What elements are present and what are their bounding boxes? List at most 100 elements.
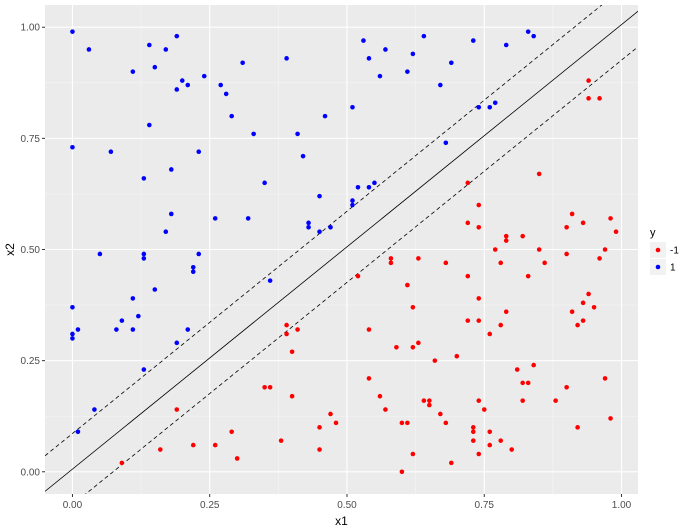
point-class-neg1 (580, 300, 586, 306)
point-class-neg1 (525, 380, 531, 386)
point-class-1 (70, 304, 75, 310)
point-class-neg1 (465, 273, 471, 279)
point-class-1 (218, 82, 224, 88)
x-tick-label: 0.50 (337, 500, 357, 511)
point-class-neg1 (267, 385, 273, 390)
point-class-neg1 (190, 442, 196, 448)
point-class-1 (92, 407, 97, 412)
point-class-neg1 (284, 331, 289, 337)
point-class-neg1 (586, 78, 591, 83)
point-class-neg1 (564, 251, 569, 257)
point-class-1 (355, 184, 361, 190)
point-class-1 (108, 149, 114, 154)
legend-key-dot (655, 247, 661, 253)
point-class-1 (70, 331, 75, 337)
point-class-1 (130, 327, 136, 332)
point-class-1 (97, 251, 103, 257)
point-class-neg1 (394, 345, 399, 350)
point-class-neg1 (531, 362, 536, 368)
legend: y -1 1 (650, 227, 679, 275)
point-class-neg1 (575, 425, 580, 430)
point-class-1 (366, 56, 372, 61)
point-class-neg1 (174, 407, 180, 412)
point-class-neg1 (410, 304, 416, 310)
point-class-1 (350, 202, 355, 208)
point-class-1 (328, 224, 333, 230)
point-class-neg1 (503, 238, 509, 243)
point-class-neg1 (470, 425, 476, 430)
point-class-neg1 (465, 220, 471, 226)
point-class-1 (70, 144, 75, 150)
legend-label: 1 (670, 263, 676, 274)
point-class-neg1 (580, 220, 586, 226)
point-class-1 (141, 367, 147, 372)
point-class-1 (185, 82, 191, 88)
point-class-neg1 (520, 380, 525, 386)
point-class-neg1 (525, 273, 531, 279)
point-class-neg1 (405, 282, 410, 288)
point-class-1 (410, 51, 416, 57)
point-class-1 (75, 327, 81, 332)
point-class-1 (487, 104, 493, 110)
point-class-neg1 (399, 420, 405, 426)
point-class-neg1 (234, 456, 240, 461)
point-class-neg1 (476, 224, 482, 230)
point-class-neg1 (317, 425, 322, 430)
point-class-1 (70, 336, 75, 341)
point-class-neg1 (383, 407, 388, 412)
point-class-1 (245, 216, 251, 221)
point-class-1 (119, 318, 125, 323)
point-class-neg1 (317, 447, 322, 452)
point-class-1 (361, 38, 366, 43)
point-class-1 (152, 287, 158, 292)
point-class-1 (168, 211, 174, 217)
point-class-neg1 (438, 411, 443, 417)
point-class-neg1 (366, 327, 372, 332)
point-class-neg1 (476, 202, 482, 208)
point-class-1 (190, 269, 196, 275)
point-class-neg1 (454, 353, 460, 359)
x-tick-label: 0.00 (63, 500, 83, 511)
point-class-neg1 (289, 349, 295, 355)
point-class-neg1 (487, 331, 493, 337)
point-class-1 (300, 153, 306, 159)
point-class-neg1 (608, 216, 613, 221)
point-class-neg1 (575, 322, 580, 328)
point-class-neg1 (613, 229, 619, 235)
point-class-neg1 (465, 318, 471, 323)
point-class-neg1 (427, 402, 432, 408)
y-tick-label: 0.75 (21, 134, 41, 145)
point-class-neg1 (465, 180, 471, 186)
point-class-1 (267, 278, 273, 283)
point-class-neg1 (498, 438, 504, 443)
decision-boundary-line (45, 10, 638, 492)
point-class-1 (70, 29, 75, 34)
point-class-neg1 (564, 224, 569, 230)
y-axis-ticks: 0.00 0.25 0.50 0.75 1.00 (21, 23, 45, 478)
point-class-neg1 (591, 304, 597, 310)
point-class-1 (503, 42, 509, 48)
point-class-1 (147, 42, 152, 48)
point-class-1 (372, 180, 377, 186)
point-class-neg1 (328, 411, 333, 417)
point-class-1 (383, 47, 388, 52)
point-class-neg1 (542, 260, 547, 266)
point-class-neg1 (476, 398, 482, 403)
point-class-neg1 (410, 451, 416, 457)
point-class-neg1 (520, 398, 525, 403)
point-class-1 (421, 33, 427, 39)
point-class-1 (130, 296, 136, 301)
point-class-1 (147, 122, 152, 128)
point-class-neg1 (421, 398, 427, 403)
point-class-neg1 (410, 345, 416, 350)
x-axis-ticks: 0.00 0.25 0.50 0.75 1.00 (63, 494, 632, 511)
point-class-neg1 (416, 340, 421, 346)
point-class-1 (317, 193, 322, 199)
point-class-neg1 (597, 96, 602, 101)
point-class-neg1 (503, 309, 509, 315)
point-class-1 (223, 91, 229, 97)
point-class-neg1 (119, 460, 125, 466)
point-class-1 (240, 60, 245, 66)
